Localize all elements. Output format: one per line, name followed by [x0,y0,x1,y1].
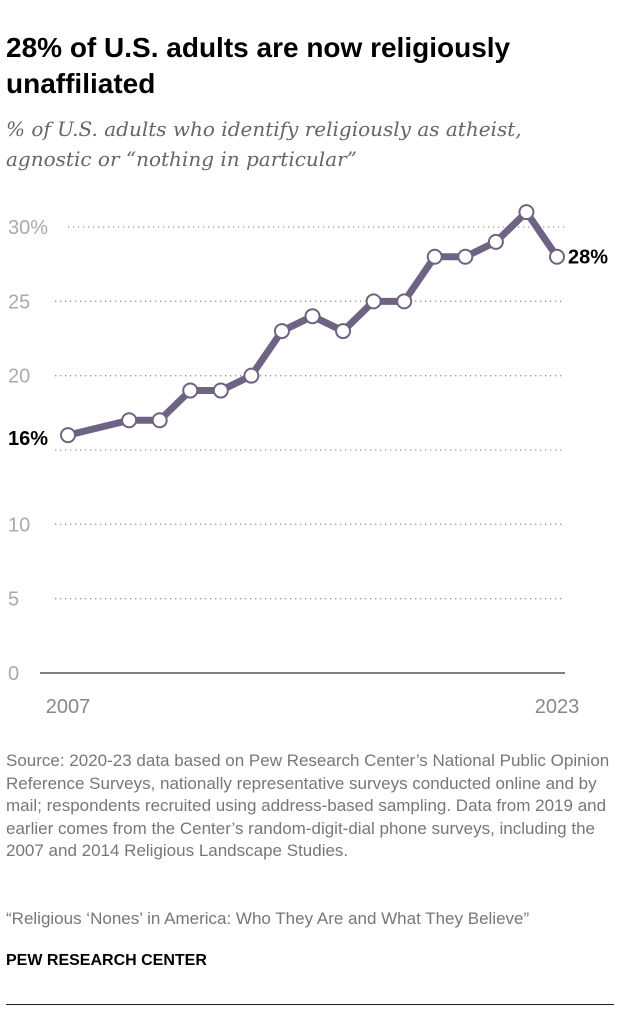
chart-title: 28% of U.S. adults are now religiously u… [6,32,511,99]
data-point [304,308,321,325]
x-tick-label: 2007 [46,696,91,718]
report-title: “Religious ‘Nones’ in America: Who They … [6,909,530,928]
data-point [151,412,168,429]
y-tick-label: 30% [8,217,48,239]
data-label: 28% [568,247,608,269]
data-point [487,233,504,250]
data-point [121,412,138,429]
line-chart: 0 5 10 20 25 30% 2007 2023 16% 28% [8,204,608,718]
data-point [396,293,413,310]
chart-subtitle: % of U.S. adults who identify religiousl… [6,117,522,171]
data-point [182,382,199,399]
source-note: Source: 2020-23 data based on Pew Resear… [6,751,610,860]
data-point [549,248,565,265]
data-label: 16% [8,428,48,450]
data-point [457,248,474,265]
y-tick-label: 20 [8,366,30,388]
data-point [426,248,443,265]
data-point [365,293,382,310]
data-point [60,427,76,444]
y-tick-label: 10 [8,514,30,536]
y-tick-label: 5 [8,589,19,611]
brand-logo-text: PEW RESEARCH CENTER [6,952,207,969]
data-point [518,204,535,221]
y-tick-label: 0 [8,663,19,685]
data-point [335,323,352,340]
data-point [273,323,290,340]
data-point [243,367,260,384]
x-tick-label: 2023 [535,696,580,718]
y-tick-label: 25 [8,291,30,313]
data-point [212,382,229,399]
series-line [67,208,560,439]
bottom-rule [6,1004,614,1005]
